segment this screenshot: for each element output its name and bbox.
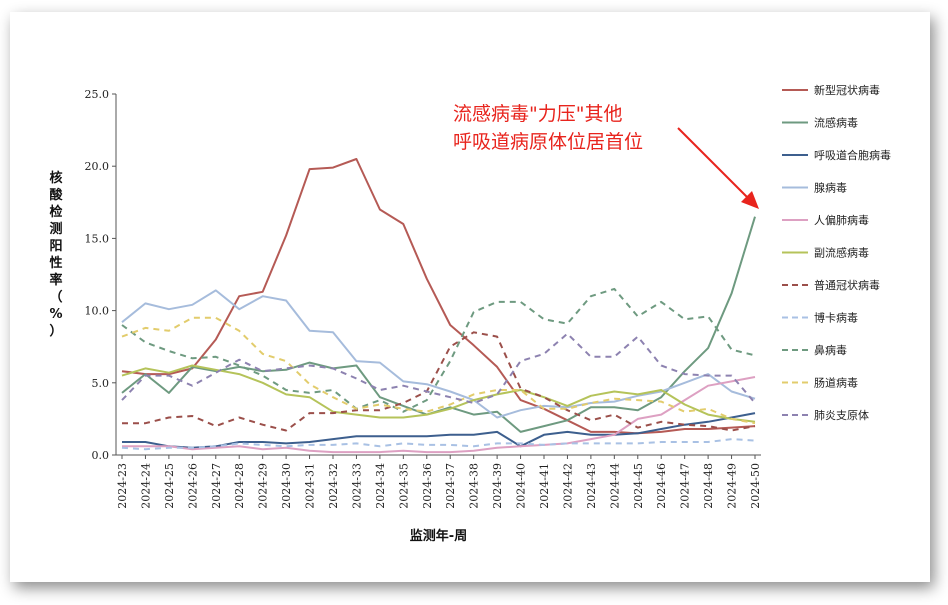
annotation-arrow-head: [741, 191, 759, 209]
x-tick-label: 2024-49: [726, 463, 739, 509]
x-tick-label: 2024-50: [749, 463, 762, 509]
annotation-text: 呼吸道病原体位居首位: [453, 131, 643, 153]
x-tick-label: 2024-23: [116, 463, 129, 509]
x-tick-label: 2024-32: [327, 463, 340, 509]
legend-entry: 流感病毒: [814, 116, 858, 130]
x-tick-label: 2024-29: [257, 463, 270, 509]
legend-entry: 博卡病毒: [814, 311, 858, 325]
x-tick-label: 2024-42: [561, 463, 574, 509]
x-tick-label: 2024-25: [163, 463, 176, 509]
y-tick-label: 20.0: [85, 160, 110, 173]
series-line-9: [121, 316, 756, 425]
y-tick-label: 5.0: [92, 377, 110, 390]
series-line-8: [121, 287, 756, 413]
series-line-2: [122, 412, 756, 449]
annotation-arrow-line: [677, 127, 751, 201]
x-tick-label: 2024-34: [374, 463, 387, 509]
legend-entry: 新型冠状病毒: [814, 83, 880, 97]
series-line-3: [121, 289, 756, 419]
y-axis-label: 核酸检测阳性率（%）: [49, 170, 63, 339]
legend-entry: 普通冠状病毒: [814, 278, 880, 292]
x-tick-label: 2024-24: [139, 463, 152, 509]
x-tick-label: 2024-38: [468, 463, 481, 509]
chart-series: [121, 158, 756, 454]
x-tick-label: 2024-41: [538, 463, 551, 509]
series-line-4: [122, 376, 756, 454]
series-line-5: [121, 364, 756, 423]
y-tick-label: 0.0: [92, 449, 110, 462]
legend-entry: 呼吸道合胞病毒: [814, 148, 891, 162]
series-line-0: [121, 158, 756, 435]
x-tick-label: 2024-28: [233, 463, 246, 509]
x-tick-label: 2024-45: [632, 463, 645, 509]
x-tick-label: 2024-33: [350, 463, 363, 509]
x-tick-label: 2024-48: [702, 463, 715, 509]
annotation-text: 流感病毒"力压"其他: [453, 103, 622, 125]
series-line-1: [121, 216, 756, 433]
y-tick-label: 10.0: [85, 305, 110, 318]
x-axis-label: 监测年-周: [410, 528, 467, 544]
x-tick-label: 2024-26: [186, 463, 199, 509]
legend-entry: 腺病毒: [814, 181, 847, 195]
x-tick-label: 2024-39: [491, 463, 504, 509]
legend-entry: 副流感病毒: [814, 246, 869, 260]
series-line-10: [121, 332, 756, 404]
x-tick-label: 2024-30: [280, 463, 293, 509]
legend-entry: 肠道病毒: [814, 376, 858, 390]
x-tick-label: 2024-35: [397, 463, 410, 509]
y-tick-label: 15.0: [85, 232, 110, 245]
chart-labels: 监测年-周 核酸检测阳性率（%）: [49, 170, 467, 544]
x-tick-label: 2024-47: [679, 463, 692, 509]
legend-entry: 肺炎支原体: [814, 408, 869, 422]
y-tick-label: 25.0: [85, 88, 110, 101]
line-chart: 0.0 5.0 10.0 15.0 20.0 25.0 2024-23 2024-24 2024…: [49, 83, 891, 544]
x-tick-label: 2024-43: [585, 463, 598, 509]
series-line-6: [122, 331, 756, 432]
x-tick-label: 2024-36: [421, 463, 434, 509]
x-tick-label: 2024-31: [304, 463, 317, 509]
x-tick-label: 2024-44: [608, 463, 621, 509]
x-tick-label: 2024-46: [655, 463, 668, 509]
chart-card: 0.0 5.0 10.0 15.0 20.0 25.0 2024-23 2024-24 2024…: [10, 12, 930, 582]
x-tick-label: 2024-37: [444, 463, 457, 509]
series-line-7: [121, 438, 756, 451]
chart-legend: 新型冠状病毒流感病毒呼吸道合胞病毒腺病毒人偏肺病毒副流感病毒普通冠状病毒博卡病毒…: [782, 83, 891, 422]
legend-entry: 鼻病毒: [814, 343, 847, 357]
chart-axes: 0.0 5.0 10.0 15.0 20.0 25.0 2024-23 2024-24 2024…: [85, 88, 763, 509]
x-tick-label: 2024-40: [515, 463, 528, 509]
x-tick-label: 2024-27: [210, 463, 223, 509]
legend-entry: 人偏肺病毒: [814, 213, 869, 227]
